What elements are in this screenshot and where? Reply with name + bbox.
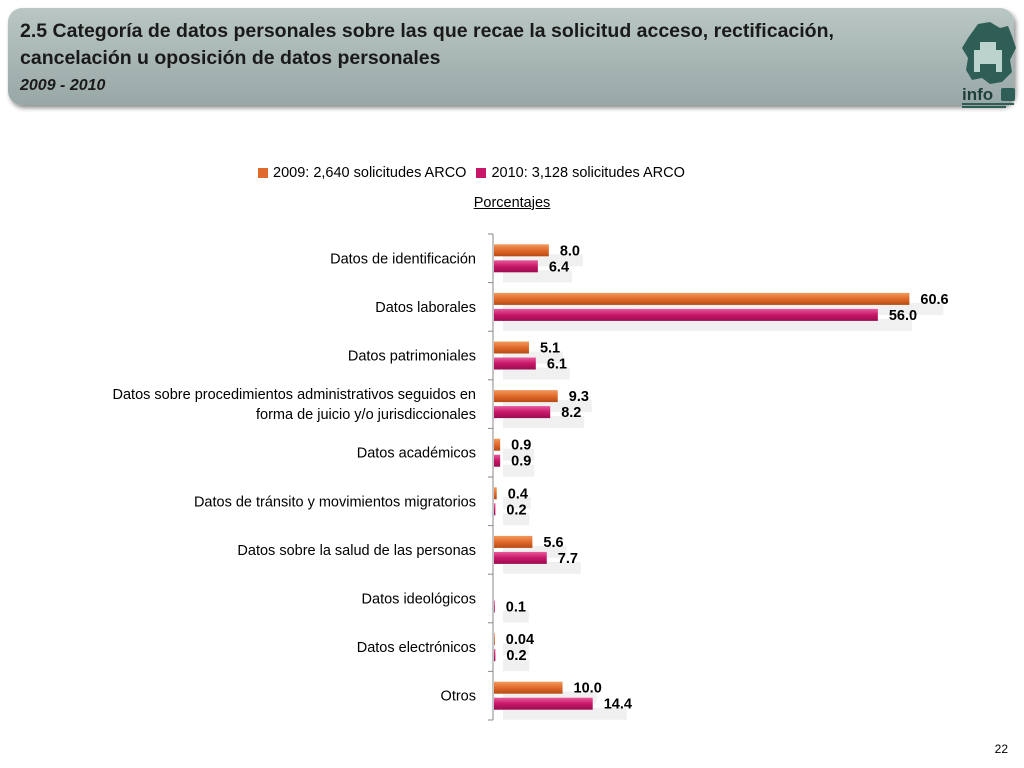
slide-subtitle: 2009 - 2010 [20, 77, 106, 94]
page-number: 22 [994, 742, 1008, 756]
bar-2009 [494, 487, 497, 500]
category-label: Datos sobre la salud de las personas [237, 543, 476, 559]
value-label: 0.04 [506, 632, 534, 648]
bar-shadow [503, 643, 529, 656]
legend-swatch-2009 [258, 168, 268, 178]
bar-shadow [503, 707, 627, 720]
legend-label-2010: 2010: 3,128 solicitudes ARCO [491, 165, 685, 181]
bar-shadow [503, 254, 583, 267]
bar-shadow [503, 270, 572, 283]
bar-2010 [494, 649, 496, 662]
value-label: 9.3 [569, 389, 589, 405]
bar-2009 [494, 292, 910, 305]
category-label: Datos académicos [357, 446, 476, 462]
value-label: 60.6 [920, 292, 948, 308]
bar-2010 [494, 503, 496, 516]
slide-header: 2.5 Categoría de datos personales sobre … [8, 8, 1016, 108]
value-label: 0.2 [506, 648, 526, 664]
bar-2009 [494, 681, 563, 694]
bar-shadow [503, 416, 585, 429]
bar-2010 [494, 454, 501, 467]
bar-2010 [494, 551, 547, 564]
bar-2009 [494, 633, 495, 646]
bar-2010 [494, 308, 878, 321]
category-label: Datos de tránsito y movimientos migrator… [194, 494, 476, 510]
bar-shadow [503, 561, 581, 574]
value-label: 0.4 [508, 486, 528, 502]
value-label: 6.4 [549, 259, 569, 275]
category-label: Datos de identificación [330, 251, 476, 267]
bar-2009 [494, 390, 558, 403]
bar-shadow [503, 367, 570, 380]
value-label: 0.2 [506, 502, 526, 518]
bar-2010 [494, 600, 495, 613]
bar-shadow [503, 610, 529, 623]
bar-2010 [494, 406, 551, 419]
value-label: 0.9 [511, 438, 531, 454]
chart-legend: 2009: 2,640 solicitudes ARCO 2010: 3,128… [258, 163, 695, 183]
slide-title: 2.5 Categoría de datos personales sobre … [20, 20, 834, 69]
category-label: Otros [441, 689, 476, 705]
legend-label-2009: 2009: 2,640 solicitudes ARCO [273, 165, 467, 181]
value-label: 6.1 [547, 357, 567, 373]
value-label: 10.0 [574, 681, 602, 697]
value-label: 0.9 [511, 454, 531, 470]
bar-shadow [503, 448, 535, 461]
category-label: Datos laborales [375, 300, 476, 316]
value-label: 8.2 [561, 405, 581, 421]
category-label: Datos sobre procedimientos administrativ… [113, 387, 477, 423]
category-label: Datos ideológicos [362, 592, 476, 608]
bar-2009 [494, 438, 501, 451]
value-label: 0.1 [506, 600, 526, 616]
svg-text:info: info [962, 85, 993, 104]
category-label: Datos patrimoniales [348, 349, 476, 365]
legend-item-2009: 2009: 2,640 solicitudes ARCO [258, 165, 466, 181]
value-label: 8.0 [560, 243, 580, 259]
unit-label: Porcentajes [473, 195, 551, 211]
value-label: 56.0 [889, 308, 917, 324]
bar-2009 [494, 341, 529, 354]
bar-shadow [503, 318, 912, 331]
value-label: 7.7 [558, 551, 578, 567]
legend-item-2010: 2010: 3,128 solicitudes ARCO [476, 165, 685, 181]
bar-shadow [503, 513, 530, 526]
legend-swatch-2010 [476, 168, 487, 178]
bar-shadow [503, 659, 530, 672]
bar-2009 [494, 244, 549, 257]
value-label: 5.6 [543, 535, 563, 551]
value-label: 5.1 [540, 341, 560, 357]
bar-2010 [494, 260, 538, 273]
value-label: 14.4 [604, 697, 632, 713]
bar-2010 [494, 697, 593, 710]
category-label: Datos electrónicos [357, 640, 476, 656]
infodf-logo: info [962, 22, 1016, 108]
bar-shadow [503, 464, 535, 477]
bar-shadow [503, 497, 531, 510]
bar-2009 [494, 535, 533, 548]
bar-2010 [494, 357, 536, 370]
